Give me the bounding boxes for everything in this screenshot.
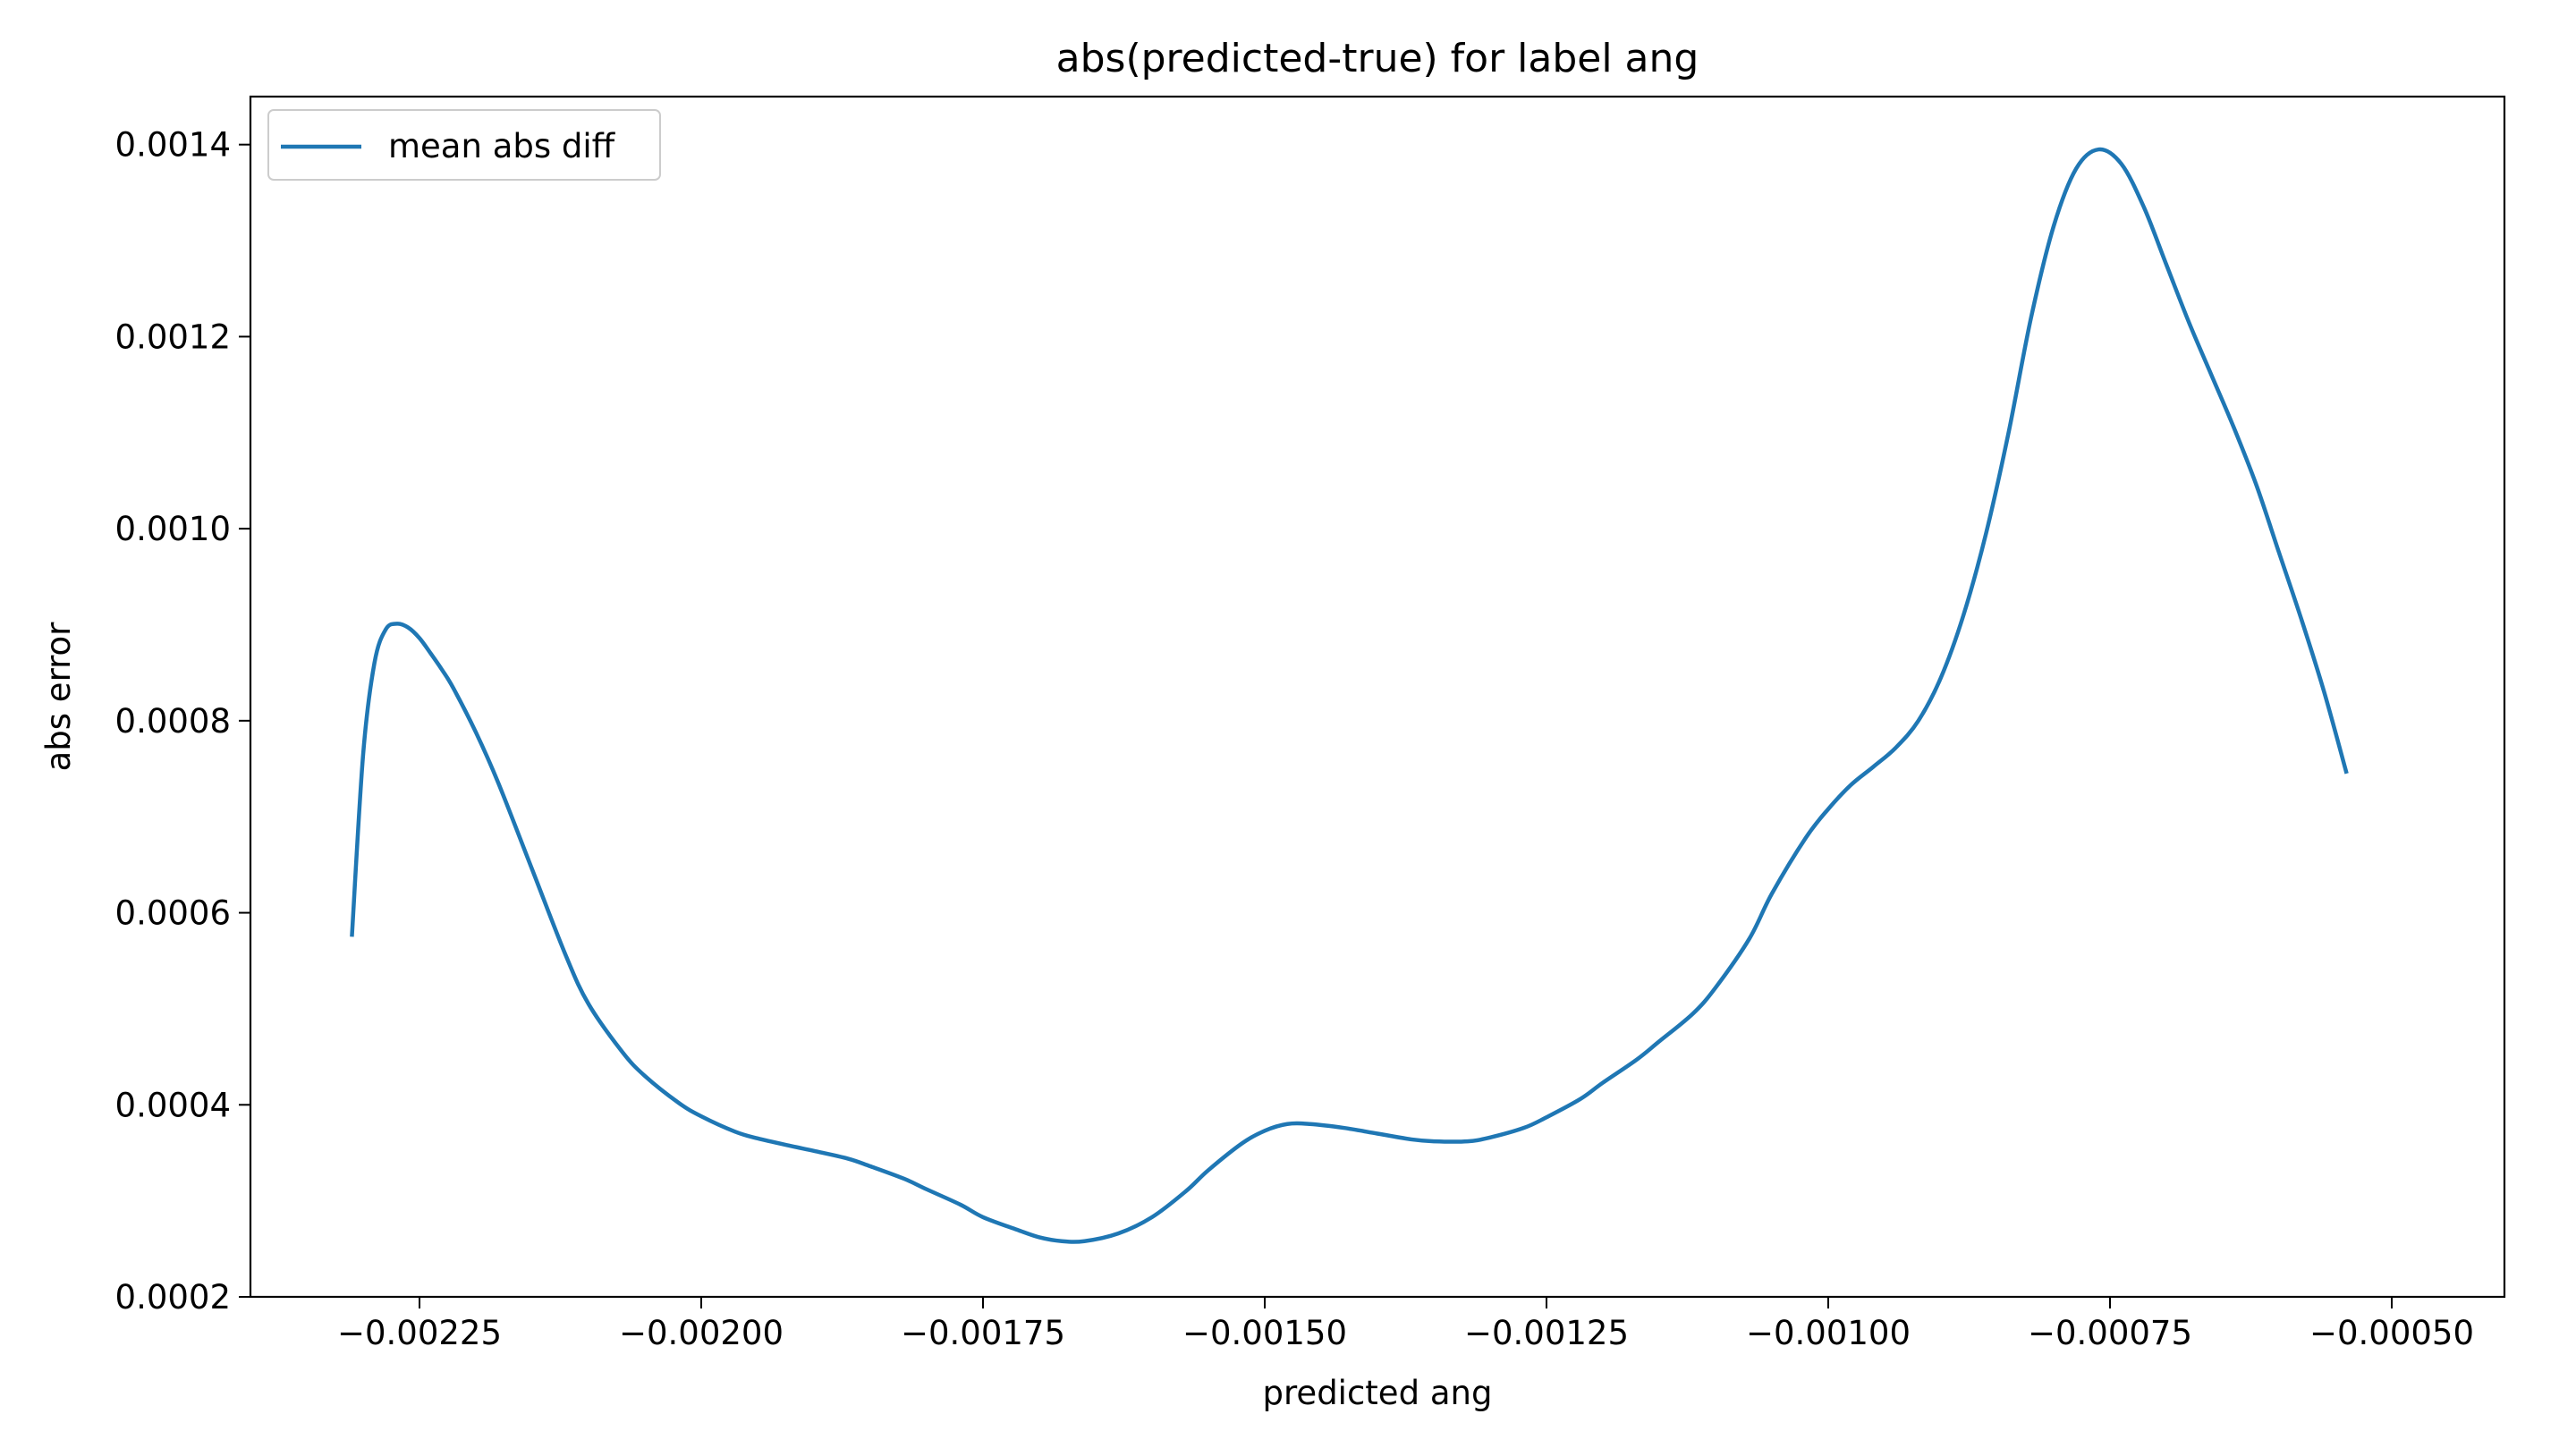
- y-tick-label: 0.0006: [115, 894, 231, 933]
- y-axis-ticks: 0.0002 0.0004 0.0006 0.0008 0.0010 0.0012 0.00…: [115, 126, 250, 1317]
- x-axis-label: predicted ang: [1263, 1374, 1493, 1412]
- x-tick-label: −0.00050: [2309, 1314, 2474, 1352]
- legend: mean abs diff: [267, 109, 661, 181]
- x-tick-label: −0.00150: [1182, 1314, 1347, 1352]
- y-tick-label: 0.0002: [115, 1278, 231, 1317]
- chart-title: abs(predicted-true) for label ang: [1056, 36, 1699, 81]
- x-tick-label: −0.00175: [901, 1314, 1065, 1352]
- x-tick-label: −0.00125: [1464, 1314, 1629, 1352]
- y-tick-label: 0.0012: [115, 318, 231, 356]
- x-tick-label: −0.00075: [2028, 1314, 2192, 1352]
- y-tick-label: 0.0004: [115, 1086, 231, 1124]
- series-line-mean-abs-diff: [350, 147, 2349, 1244]
- x-axis-ticks: −0.00225 −0.00200 −0.00175 −0.00150 −0.00125…: [337, 1297, 2474, 1352]
- x-tick-label: −0.00200: [619, 1314, 784, 1352]
- y-tick-label: 0.0008: [115, 702, 231, 741]
- y-tick-label: 0.0014: [115, 126, 231, 165]
- y-tick-label: 0.0010: [115, 510, 231, 548]
- x-tick-label: −0.00225: [337, 1314, 502, 1352]
- y-axis-label: abs error: [39, 622, 78, 772]
- legend-box: [267, 109, 661, 181]
- x-tick-label: −0.00100: [1746, 1314, 1911, 1352]
- plot-area-frame: [249, 95, 2506, 1299]
- legend-label: mean abs diff: [388, 127, 616, 165]
